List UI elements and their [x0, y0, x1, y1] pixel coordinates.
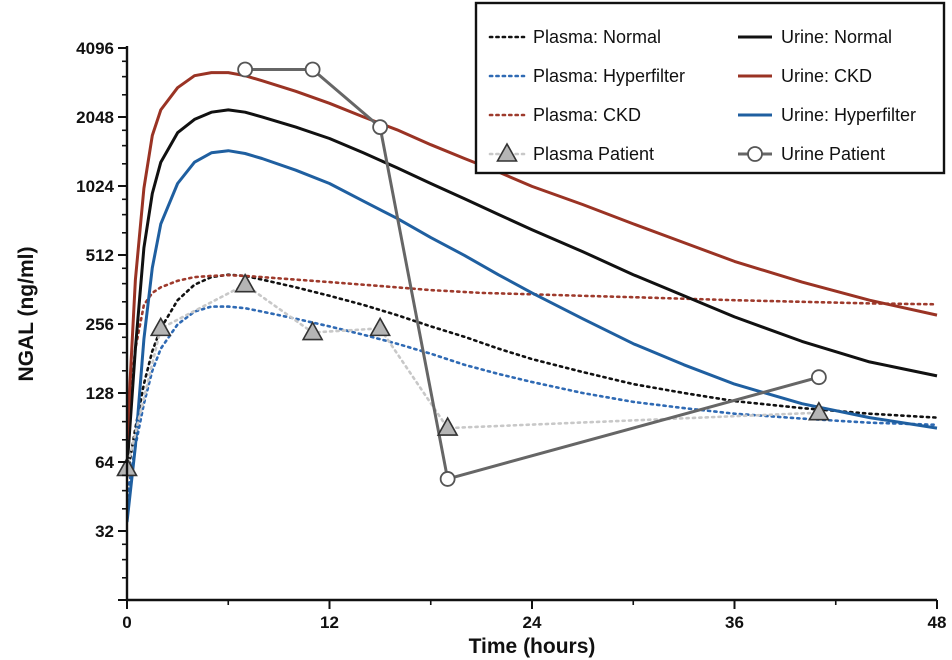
series-line-2	[127, 273, 939, 430]
urine-patient-point-3	[439, 471, 456, 487]
plasma-patient-point-4	[369, 316, 391, 337]
legend-label-2: Plasma: Hyperfilter	[533, 66, 685, 86]
legend-marker-triangle	[496, 142, 518, 162]
y-tick-label-5: 1024	[76, 177, 114, 196]
urine-patient-point-1	[304, 61, 321, 78]
legend-label-0: Plasma: Normal	[533, 27, 661, 47]
y-tick-label-7: 4096	[76, 39, 114, 58]
x-tick-label-3: 36	[725, 613, 744, 632]
y-tick-label-4: 512	[86, 246, 114, 265]
plasma-patient-point-6	[808, 401, 830, 421]
y-tick-label-2: 128	[86, 384, 114, 403]
series-line-4	[127, 71, 938, 440]
y-tick-label-0: 32	[95, 522, 114, 541]
legend-label-5: Urine: Hyperfilter	[781, 105, 916, 125]
plasma-patient-point-2	[234, 273, 256, 293]
plasma-patient-point-5	[436, 416, 459, 436]
plasma-patient-point-1	[149, 316, 172, 337]
series-line-3	[127, 108, 938, 469]
urine-patient-point-4	[810, 369, 827, 386]
series-line-5	[127, 149, 938, 523]
legend-marker-circle	[747, 146, 763, 162]
legend-label-1: Urine: Normal	[781, 27, 892, 47]
legend-box	[474, 1, 946, 175]
series-line-0	[127, 273, 939, 479]
urine-patient-point-0	[237, 61, 254, 78]
y-tick-label-3: 256	[86, 315, 114, 334]
series-line-1	[127, 305, 939, 499]
legend-label-6: Plasma Patient	[533, 144, 654, 164]
plasma-patient-point-3	[301, 320, 324, 341]
x-tick-label-1: 12	[320, 613, 339, 632]
urine-patient-point-2	[372, 119, 389, 136]
series-markers	[116, 61, 830, 487]
legend-label-4: Plasma: CKD	[533, 105, 641, 125]
legend-label-3: Urine: CKD	[781, 66, 872, 86]
y-tick-label-1: 64	[95, 453, 114, 472]
y-axis-title: NGAL (ng/ml)	[15, 247, 38, 382]
x-tick-label-0: 0	[122, 613, 131, 632]
legend-label-7: Urine Patient	[781, 144, 885, 164]
x-axis-title: Time (hours)	[469, 635, 596, 658]
x-tick-label-4: 48	[928, 613, 947, 632]
y-tick-label-6: 2048	[76, 108, 114, 127]
x-tick-label-2: 24	[523, 613, 542, 632]
